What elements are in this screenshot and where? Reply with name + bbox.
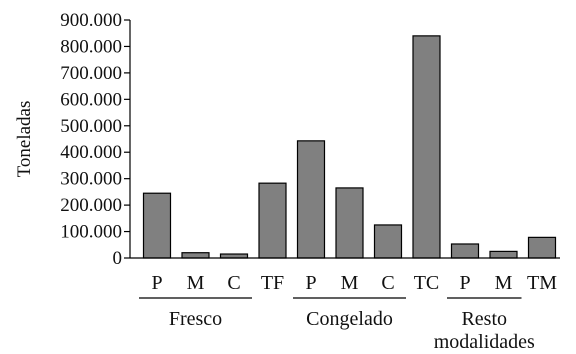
y-tick-label: 900.000: [60, 10, 122, 31]
bar: [181, 252, 210, 259]
x-tick-label: P: [305, 272, 316, 294]
x-tick-label: C: [381, 272, 394, 294]
bar: [373, 224, 403, 259]
y-tick-label: 0: [113, 248, 123, 269]
y-tick-label: 600.000: [60, 89, 122, 110]
y-tick-label: 200.000: [60, 195, 122, 216]
y-tick-label: 400.000: [60, 142, 122, 163]
bar: [489, 250, 518, 259]
category-groups: Fresco Congelado Resto modalidades: [139, 297, 535, 353]
group-label: Congelado: [306, 308, 393, 330]
x-tick-label: M: [187, 272, 205, 294]
bar: [335, 187, 364, 259]
y-tick-label: 800.000: [60, 36, 122, 57]
bar: [296, 140, 326, 259]
y-tick-label: 500.000: [60, 116, 122, 137]
bar: [258, 182, 287, 259]
bar: [527, 236, 557, 259]
x-axis: P M C TF P M C TC P M TM: [130, 257, 560, 294]
x-tick-label: P: [151, 272, 162, 294]
bar: [412, 35, 441, 259]
bar: [450, 243, 480, 259]
y-tick-label: 300.000: [60, 169, 122, 190]
x-tick-label: P: [459, 272, 470, 294]
x-tick-label: TM: [527, 272, 557, 294]
x-tick-label: TF: [261, 272, 284, 294]
y-tick-label: 100.000: [60, 222, 122, 243]
bars: [142, 35, 557, 259]
bar: [142, 192, 172, 259]
group-label: Fresco: [169, 308, 222, 330]
group-label: Resto modalidades: [434, 308, 535, 353]
x-tick-label: M: [495, 272, 513, 294]
y-tick-label: 700.000: [60, 63, 122, 84]
x-tick-label: M: [341, 272, 359, 294]
y-axis-title: Toneladas: [14, 101, 35, 178]
y-axis: 0 100.000 200.000 300.000 400.000 500.000 600.…: [60, 10, 131, 269]
x-tick-label: C: [227, 272, 240, 294]
x-tick-label: TC: [414, 272, 440, 294]
